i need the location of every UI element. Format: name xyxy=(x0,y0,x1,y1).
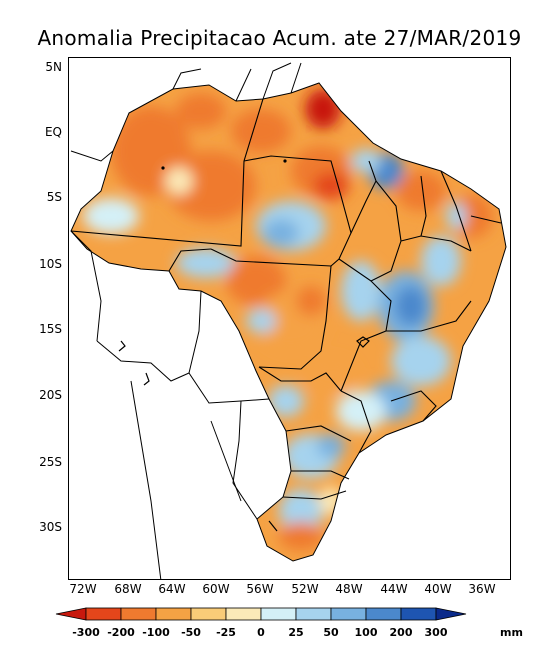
colorbar-label-minus-25: -25 xyxy=(216,626,236,639)
colorbar-unit: mm xyxy=(500,626,523,639)
colorbar-label-25: 25 xyxy=(288,626,304,639)
map-frame xyxy=(68,57,511,580)
city-markers xyxy=(161,159,287,170)
lon-label-52w: 52W xyxy=(291,582,319,596)
colorbar-label-200: 200 xyxy=(389,626,413,639)
lat-label-15s: 15S xyxy=(39,322,62,336)
colorbar-label-minus-100: -100 xyxy=(142,626,170,639)
colorbar-arrow-high xyxy=(435,607,467,621)
lon-label-40w: 40W xyxy=(424,582,452,596)
lat-label-eq: EQ xyxy=(44,125,62,139)
state-borders xyxy=(70,98,502,500)
colorbar-label-100: 100 xyxy=(354,626,378,639)
colorbar-arrow-low xyxy=(55,607,87,621)
colorbar-label-minus-200: -200 xyxy=(107,626,135,639)
colorbar-segment xyxy=(85,607,122,621)
colorbar-label-300: 300 xyxy=(424,626,448,639)
colorbar-label-minus-300: -300 xyxy=(72,626,100,639)
lon-label-56w: 56W xyxy=(246,582,274,596)
lat-label-20s: 20S xyxy=(39,388,62,402)
lat-label-25s: 25S xyxy=(39,455,62,469)
anomaly-field xyxy=(71,83,506,561)
colorbar-label-50: 50 xyxy=(323,626,339,639)
colorbar xyxy=(55,607,467,621)
lat-label-5s: 5S xyxy=(46,190,62,204)
colorbar-label-0: 0 xyxy=(257,626,265,639)
colorbar-label-minus-50: -50 xyxy=(181,626,201,639)
colorbar-segment xyxy=(400,607,437,621)
colorbar-segment xyxy=(295,607,332,621)
colorbar-segment xyxy=(190,607,227,621)
lon-label-44w: 44W xyxy=(380,582,408,596)
lakes xyxy=(118,336,370,532)
lon-label-36w: 36W xyxy=(468,582,496,596)
lat-label-10s: 10S xyxy=(39,257,62,271)
colorbar-segment xyxy=(155,607,192,621)
colorbar-segment xyxy=(330,607,367,621)
lon-label-68w: 68W xyxy=(114,582,142,596)
colorbar-segment xyxy=(365,607,402,621)
lon-label-72w: 72W xyxy=(69,582,97,596)
country-borders xyxy=(70,62,507,579)
map-title: Anomalia Precipitacao Acum. ate 27/MAR/2… xyxy=(37,26,522,50)
colorbar-segment xyxy=(225,607,262,621)
lat-label-30s: 30S xyxy=(39,520,62,534)
lat-label-5n: 5N xyxy=(45,60,62,74)
colorbar-segment xyxy=(120,607,157,621)
lon-label-64w: 64W xyxy=(158,582,186,596)
lon-label-60w: 60W xyxy=(202,582,230,596)
lon-label-48w: 48W xyxy=(335,582,363,596)
colorbar-segment xyxy=(260,607,297,621)
precipitation-anomaly-map xyxy=(70,62,507,579)
